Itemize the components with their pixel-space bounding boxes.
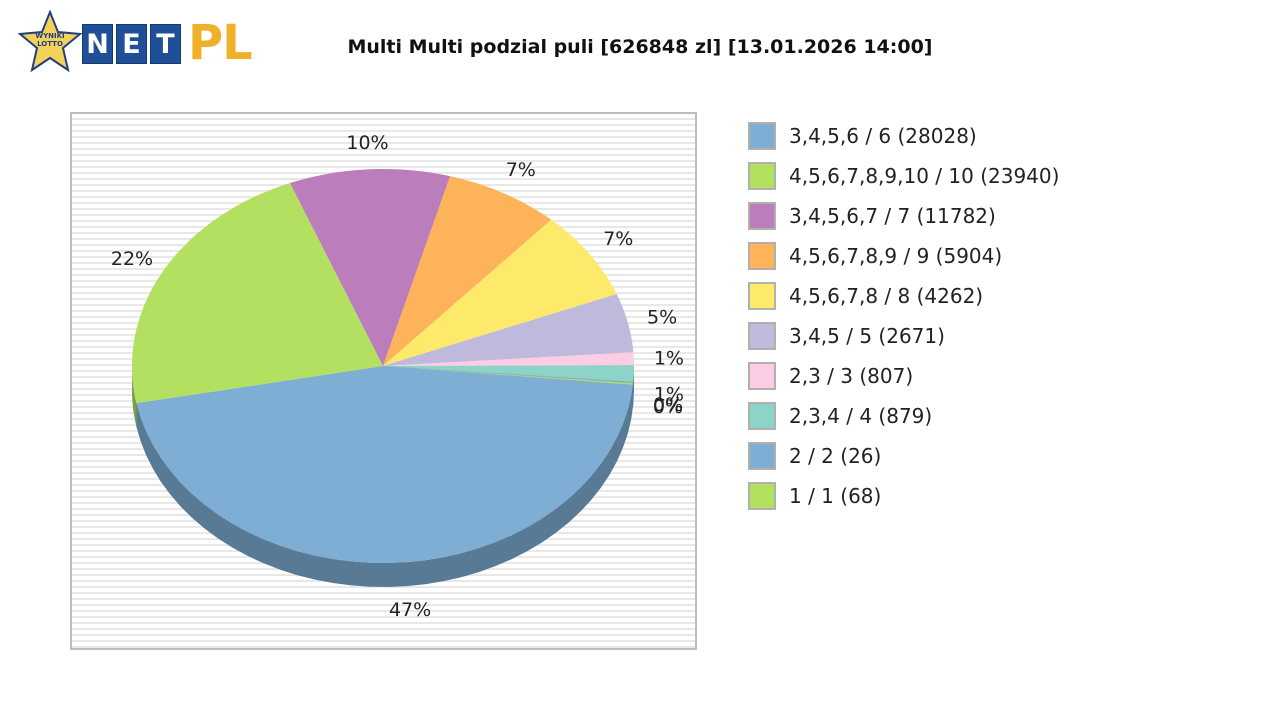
- legend-label: 2,3 / 3 (807): [789, 364, 914, 388]
- pie-slice-percent-label: 0%: [653, 394, 683, 416]
- pie-slice-side: [132, 366, 137, 428]
- pie-slice[interactable]: [383, 366, 634, 384]
- pie-slice[interactable]: [383, 365, 634, 382]
- pie-labels-layer: 47%22%10%7%7%5%1%1%0%0%: [111, 132, 684, 621]
- pie-slice[interactable]: [136, 366, 634, 563]
- pie-slice-percent-label: 7%: [506, 159, 536, 181]
- pie-slice-percent-label: 1%: [654, 348, 684, 370]
- legend-swatch: [748, 442, 776, 470]
- pie-slice[interactable]: [383, 219, 617, 366]
- star-badge-icon: [18, 10, 82, 73]
- pie-slice-percent-label: 10%: [346, 132, 388, 154]
- pie-slice-percent-label: 0%: [653, 396, 683, 418]
- legend-swatch: [748, 202, 776, 230]
- legend-swatch: [748, 122, 776, 150]
- pie-slice-percent-label: 1%: [654, 384, 684, 406]
- logo-letter-e: E: [116, 24, 147, 64]
- logo-letter-t: T: [150, 24, 181, 64]
- logo-pl: PL: [188, 15, 253, 71]
- pie-slice-percent-label: 22%: [111, 248, 153, 270]
- pie-slice[interactable]: [383, 293, 634, 366]
- pie-slice[interactable]: [383, 352, 634, 366]
- chart-title: Multi Multi podzial puli [626848 zl] [13…: [347, 36, 933, 58]
- legend-label: 3,4,5,6 / 6 (28028): [789, 124, 977, 148]
- pie-top-layer: [132, 169, 634, 563]
- legend-label: 1 / 1 (68): [789, 484, 882, 508]
- legend-label: 3,4,5,6,7 / 7 (11782): [789, 204, 996, 228]
- pie-slice-percent-label: 47%: [389, 599, 431, 621]
- pie-slice[interactable]: [132, 183, 383, 404]
- site-logo[interactable]: WYNIKI LOTTO N E T PL: [18, 10, 268, 74]
- legend-swatch: [748, 162, 776, 190]
- logo-badge-text: WYNIKI LOTTO: [35, 32, 65, 48]
- legend-swatch: [748, 242, 776, 270]
- pie-slice-percent-label: 5%: [647, 307, 677, 329]
- legend-swatch: [748, 362, 776, 390]
- legend-swatch: [748, 482, 776, 510]
- legend-swatch: [748, 402, 776, 430]
- legend-label: 4,5,6,7,8,9,10 / 10 (23940): [789, 164, 1060, 188]
- legend-swatch: [748, 322, 776, 350]
- pie-slice-percent-label: 7%: [603, 228, 633, 250]
- pie-slice[interactable]: [383, 366, 634, 385]
- legend-swatch: [748, 282, 776, 310]
- legend-label: 2,3,4 / 4 (879): [789, 404, 933, 428]
- pie-depth-layer: [132, 366, 634, 587]
- legend-label: 3,4,5 / 5 (2671): [789, 324, 945, 348]
- legend-label: 4,5,6,7,8 / 8 (4262): [789, 284, 984, 308]
- pie-slice[interactable]: [383, 176, 552, 366]
- logo-letter-n: N: [82, 24, 113, 64]
- pie-slice[interactable]: [290, 169, 451, 366]
- legend-label: 4,5,6,7,8,9 / 9 (5904): [789, 244, 1003, 268]
- legend-label: 2 / 2 (26): [789, 444, 882, 468]
